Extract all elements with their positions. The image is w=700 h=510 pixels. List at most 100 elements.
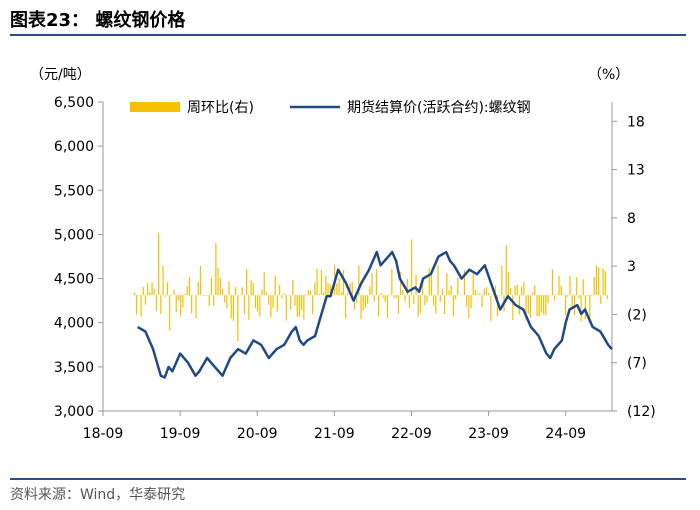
- weekly-change-bar: [604, 270, 606, 296]
- weekly-change-bar: [455, 295, 457, 300]
- weekly-change-bar: [554, 295, 556, 301]
- weekly-change-bar: [303, 295, 305, 320]
- weekly-change-bar: [254, 295, 257, 308]
- weekly-change-bar: [298, 295, 301, 317]
- weekly-change-bar: [496, 295, 499, 317]
- weekly-change-bar: [435, 295, 437, 314]
- weekly-change-bar: [512, 295, 514, 321]
- weekly-change-bar: [369, 286, 371, 296]
- weekly-change-bar: [384, 295, 386, 303]
- weekly-change-bar: [210, 278, 213, 296]
- weekly-change-bar: [243, 295, 246, 314]
- weekly-change-bar: [532, 292, 534, 296]
- weekly-change-bar: [296, 295, 298, 317]
- weekly-change-bar: [527, 295, 529, 315]
- weekly-change-bar: [138, 295, 140, 296]
- weekly-change-bar: [406, 278, 408, 296]
- weekly-change-bar: [204, 295, 206, 296]
- weekly-change-bar: [452, 295, 455, 317]
- weekly-change-bar: [591, 295, 593, 297]
- left-tick-label: 3,500: [54, 360, 94, 376]
- left-tick-label: 5,000: [54, 227, 94, 243]
- weekly-change-bar: [382, 295, 384, 298]
- weekly-change-bar: [301, 295, 303, 311]
- weekly-change-bar: [206, 295, 208, 296]
- weekly-change-bar: [571, 295, 573, 310]
- weekly-change-bar: [133, 292, 136, 296]
- weekly-change-bar: [136, 295, 138, 315]
- weekly-change-bar: [492, 294, 494, 296]
- weekly-change-bar: [459, 295, 461, 296]
- weekly-change-bar: [468, 295, 470, 319]
- weekly-change-bar: [595, 265, 598, 296]
- weekly-change-bar: [342, 270, 345, 296]
- weekly-change-bar: [292, 279, 294, 296]
- weekly-change-bar: [191, 295, 193, 314]
- weekly-change-bar: [281, 295, 283, 298]
- x-tick-label: 22-09: [391, 426, 432, 442]
- weekly-change-bar: [439, 295, 441, 302]
- weekly-change-bar: [261, 290, 263, 296]
- weekly-change-bar: [540, 295, 543, 313]
- weekly-change-bar: [380, 293, 382, 296]
- weekly-change-bar: [270, 295, 272, 318]
- x-tick-label: 24-09: [545, 426, 586, 442]
- weekly-change-bar: [411, 239, 413, 296]
- weekly-change-bar: [175, 295, 177, 313]
- weekly-change-bar: [417, 295, 419, 317]
- weekly-change-bar: [259, 295, 261, 317]
- weekly-change-bar: [147, 283, 149, 296]
- weekly-change-bar: [466, 295, 468, 307]
- weekly-change-bar: [345, 295, 347, 319]
- weekly-change-bar: [239, 294, 241, 296]
- weekly-change-bar: [516, 284, 518, 296]
- weekly-change-bar: [450, 285, 452, 296]
- legend: 周环比(右) 期货结算价(活跃合约):螺纹钢: [130, 99, 531, 116]
- weekly-change-bar: [457, 277, 459, 296]
- weekly-change-bar: [184, 293, 186, 296]
- weekly-change-bar: [573, 295, 576, 316]
- weekly-change-bar: [569, 276, 571, 296]
- weekly-change-bar: [424, 295, 426, 306]
- weekly-change-bar: [314, 282, 316, 296]
- weekly-change-bar: [279, 285, 281, 296]
- weekly-change-bar: [309, 290, 312, 296]
- weekly-change-bar: [567, 295, 569, 297]
- weekly-change-bar: [514, 285, 516, 296]
- weekly-change-bar: [217, 267, 219, 296]
- weekly-change-bar: [472, 274, 474, 296]
- weekly-change-bar: [538, 295, 540, 317]
- weekly-change-bar: [391, 269, 393, 296]
- weekly-change-bar: [219, 277, 221, 296]
- weekly-change-bar: [320, 269, 323, 296]
- weekly-change-bar: [441, 288, 444, 296]
- left-tick-label: 6,500: [54, 95, 94, 111]
- weekly-change-bar: [446, 273, 448, 296]
- weekly-change-bar: [525, 295, 527, 321]
- right-tick-label: 13: [627, 163, 645, 179]
- weekly-change-bar: [215, 243, 217, 296]
- weekly-change-bar: [180, 295, 182, 317]
- right-unit-label: （%）: [588, 67, 629, 83]
- weekly-change-bar: [250, 280, 252, 296]
- rebar-price-line: [137, 250, 613, 379]
- weekly-change-bar: [351, 281, 353, 296]
- weekly-change-bar: [257, 295, 259, 312]
- weekly-change-bar: [364, 295, 367, 308]
- weekly-change-bar: [173, 289, 175, 296]
- weekly-change-bar: [373, 295, 375, 302]
- weekly-change-bar: [587, 295, 589, 296]
- weekly-change-bar: [213, 295, 215, 306]
- weekly-change-bar: [576, 277, 578, 296]
- weekly-change-bar: [448, 290, 450, 296]
- weekly-change-bar: [556, 294, 558, 296]
- weekly-change-bar: [582, 279, 584, 296]
- weekly-change-bar: [230, 295, 232, 319]
- weekly-change-bar: [323, 292, 325, 296]
- weekly-change-bar: [461, 295, 463, 296]
- weekly-change-bar: [413, 295, 415, 304]
- weekly-change-bar: [276, 295, 279, 312]
- weekly-change-bar: [162, 265, 164, 296]
- weekly-change-bar: [228, 281, 230, 296]
- weekly-change-bar: [149, 292, 151, 296]
